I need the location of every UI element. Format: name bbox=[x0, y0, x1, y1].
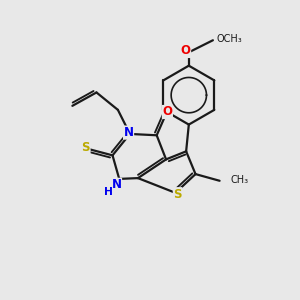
Text: H: H bbox=[103, 187, 112, 197]
Text: O: O bbox=[162, 106, 172, 118]
Text: N: N bbox=[124, 126, 134, 139]
Text: CH₃: CH₃ bbox=[231, 175, 249, 185]
Text: S: S bbox=[173, 188, 182, 201]
Text: OCH₃: OCH₃ bbox=[217, 34, 243, 44]
Text: S: S bbox=[82, 141, 90, 154]
Text: N: N bbox=[112, 178, 122, 191]
Text: O: O bbox=[181, 44, 190, 58]
